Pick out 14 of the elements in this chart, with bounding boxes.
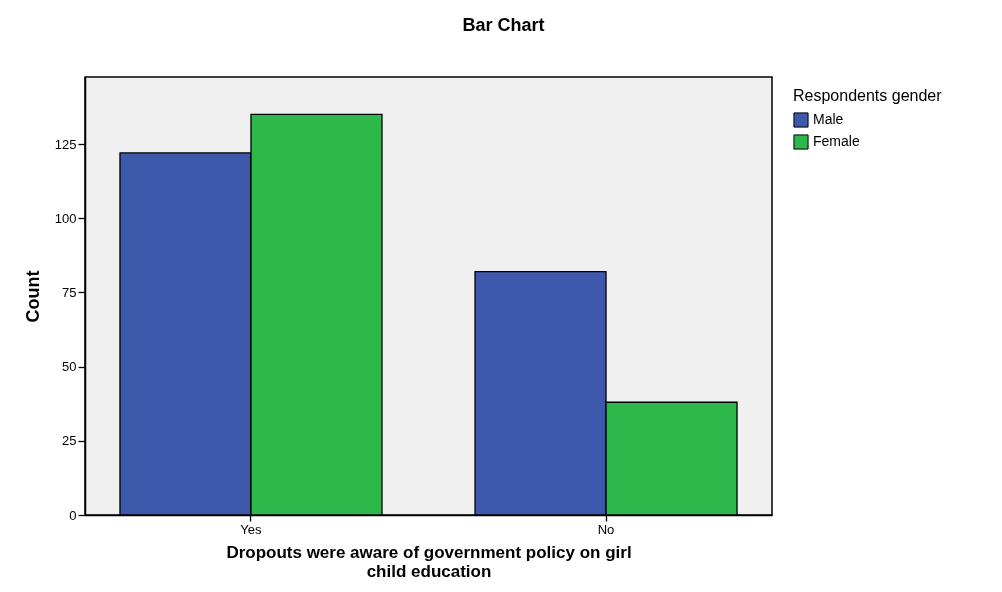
x-axis-title: Dropouts were aware of government policy on girl child education — [226, 542, 632, 581]
y-tick-label: 125 — [54, 136, 77, 152]
y-tick-label: 100 — [54, 210, 77, 226]
legend-title: Respondents gender — [793, 87, 943, 104]
y-tick-label: 0 — [69, 507, 77, 523]
y-tick-label: 50 — [62, 359, 77, 375]
y-axis-title: Count — [22, 270, 43, 323]
legend-label: Male — [813, 111, 844, 127]
y-tick-label: 75 — [62, 284, 77, 300]
legend-label: Female — [813, 133, 860, 149]
x-tick-label: No — [597, 521, 615, 537]
x-tick-label: Yes — [240, 521, 263, 537]
chart-title: Bar Chart — [462, 15, 545, 35]
y-tick-label: 25 — [62, 433, 77, 449]
